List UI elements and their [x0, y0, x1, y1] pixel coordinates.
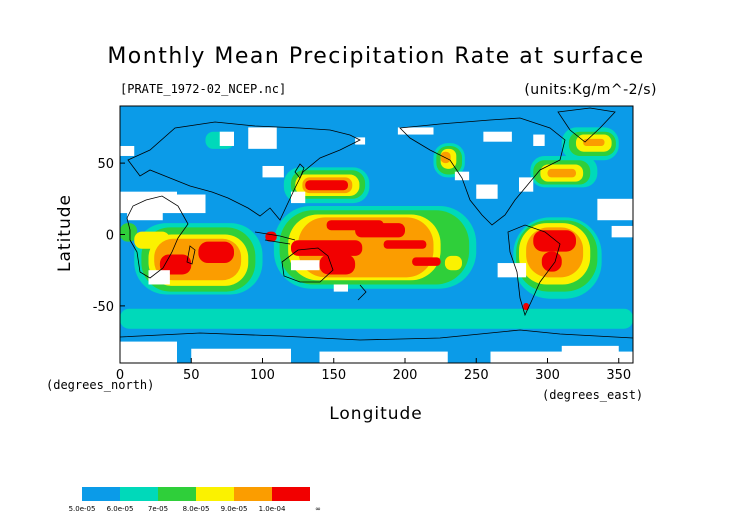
coast-south-america: [507, 224, 561, 317]
missing-data-block: [120, 145, 135, 156]
precip-region-level-5: [305, 180, 348, 191]
missing-data-block: [454, 171, 470, 181]
coast-antarctica: [120, 329, 633, 341]
missing-data-block: [355, 137, 366, 145]
colorbar-label: 7e-05: [147, 505, 169, 513]
missing-data-block: [148, 270, 170, 285]
precip-region-level-1: [120, 308, 633, 329]
missing-data-block: [248, 127, 277, 149]
precip-region-level-5: [355, 223, 405, 238]
colorbar-segment: [120, 487, 158, 501]
colorbar-label: 9.0e-05: [220, 505, 248, 513]
precip-region-level-5: [198, 241, 234, 264]
colorbar-segment: [234, 487, 272, 501]
coastlines: [120, 107, 633, 341]
precip-region-level-4: [583, 138, 605, 146]
precip-region-level-5: [541, 251, 562, 272]
missing-data-block: [611, 225, 633, 238]
precip-region-level-5: [319, 254, 356, 275]
x-tick-label: 50: [183, 368, 200, 383]
missing-data-block: [177, 194, 206, 214]
units-label: (units:Kg/m^-2/s): [524, 82, 657, 98]
x-axis-title: Longitude: [329, 404, 423, 424]
missing-data-regions: [120, 127, 633, 363]
coast-madagascar: [186, 245, 196, 265]
precip-region-level-3: [444, 255, 462, 271]
chart-title: Monthly Mean Precipitation Rate at surfa…: [107, 44, 645, 69]
precip-region-level-2: [120, 223, 138, 242]
missing-data-block: [120, 341, 177, 363]
x-tick-label: 0: [116, 368, 124, 383]
missing-data-block: [597, 198, 633, 221]
x-tick-label: 350: [606, 368, 631, 383]
missing-data-block: [490, 351, 633, 363]
coast-north-america: [399, 117, 566, 226]
x-tick-label: 250: [464, 368, 489, 383]
x-tick-label: 150: [321, 368, 346, 383]
x-ticks: 0 50 100 150 200 250 300 350: [116, 358, 631, 383]
missing-data-block: [262, 165, 284, 178]
y-axis-title: Latitude: [55, 194, 75, 272]
missing-data-block: [127, 203, 163, 221]
coast-eurasia: [127, 121, 361, 221]
missing-data-block: [519, 177, 534, 192]
missing-data-block: [291, 260, 320, 271]
precip-region-level-5: [383, 240, 427, 249]
colorbar-label: 5.0e-05: [68, 505, 96, 513]
colorbar-label: 1.0e-04: [258, 505, 286, 513]
x-tick-label: 200: [393, 368, 418, 383]
coast-new-zealand: [357, 284, 367, 301]
colorbar-segment: [82, 487, 120, 501]
missing-data-block: [483, 131, 512, 142]
missing-data-block: [561, 345, 619, 356]
y-tick-label: 50: [97, 157, 114, 172]
precip-region-level-5: [412, 257, 441, 266]
colorbar-label: 8.0e-05: [182, 505, 210, 513]
file-label: [PRATE_1972-02_NCEP.nc]: [120, 82, 287, 96]
missing-data-block: [333, 284, 348, 292]
y-tick-label: 0: [106, 229, 114, 244]
missing-data-block: [497, 263, 527, 278]
coast-greenland: [557, 107, 616, 143]
colorbar-label: ∞: [315, 505, 321, 513]
x-tick-label: 300: [535, 368, 560, 383]
missing-data-block: [533, 134, 545, 146]
coast-australia: [281, 247, 334, 283]
missing-data-block: [291, 191, 306, 204]
coast-africa: [126, 195, 189, 279]
x-unit-label: (degrees_east): [542, 388, 644, 402]
precip-region-level-5: [533, 230, 576, 252]
missing-data-block: [476, 184, 498, 199]
missing-data-block: [397, 127, 434, 135]
colorbar-segment: [196, 487, 234, 501]
missing-data-block: [319, 351, 448, 363]
colorbar-segment: [272, 487, 310, 501]
precip-region-level-5: [523, 303, 529, 311]
precip-region-level-4: [547, 168, 576, 178]
colorbar-segment: [158, 487, 196, 501]
precip-region-level-5: [291, 240, 363, 256]
coast-indonesia: [254, 231, 296, 245]
missing-data-block: [219, 131, 234, 146]
y-tick-label: -50: [93, 300, 114, 315]
coast-japan: [294, 163, 305, 179]
y-unit-label: (degrees_north): [46, 378, 155, 392]
y-ticks: 50 0 -50: [93, 157, 125, 315]
x-tick-label: 100: [250, 368, 275, 383]
colorbar-label: 6.0e-05: [106, 505, 134, 513]
missing-data-block: [191, 348, 291, 363]
